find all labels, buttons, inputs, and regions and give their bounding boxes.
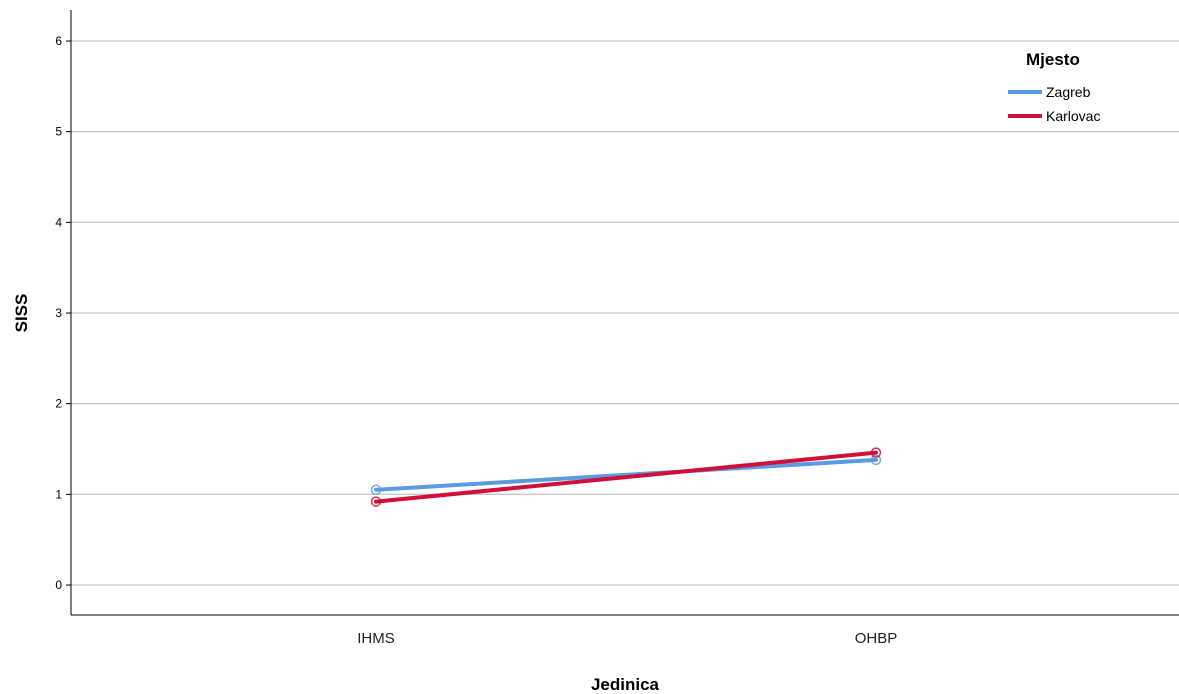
legend-label-zagreb: Zagreb bbox=[1046, 84, 1091, 100]
axes bbox=[70, 10, 1179, 616]
x-tick-label-ohbp: OHBP bbox=[855, 630, 898, 647]
gridlines bbox=[66, 40, 1179, 586]
y-tick-label-4: 4 bbox=[55, 215, 62, 229]
y-tick-label-2: 2 bbox=[55, 397, 62, 411]
y-tick-label-0: 0 bbox=[55, 578, 62, 592]
series-line-zagreb bbox=[374, 457, 878, 492]
series-line-karlovac bbox=[374, 450, 878, 504]
data-point-zagreb-ihms bbox=[370, 484, 382, 496]
x-tick-label-ihms: IHMS bbox=[357, 630, 395, 647]
y-tick-label-6: 6 bbox=[55, 34, 62, 48]
y-tick-label-1: 1 bbox=[55, 487, 62, 501]
data-point-karlovac-ihms bbox=[370, 496, 382, 507]
legend: Mjesto Zagreb Karlovac bbox=[1008, 50, 1100, 124]
legend-title: Mjesto bbox=[1026, 50, 1080, 69]
y-tick-label-3: 3 bbox=[55, 306, 62, 320]
series-lines bbox=[370, 447, 882, 507]
data-point-zagreb-ohbp bbox=[870, 454, 882, 466]
y-tick-labels: 0 1 2 3 4 5 6 bbox=[55, 34, 62, 592]
legend-label-karlovac: Karlovac bbox=[1046, 108, 1100, 124]
x-tick-labels: IHMS OHBP bbox=[357, 630, 897, 647]
data-point-karlovac-ohbp bbox=[870, 447, 882, 458]
x-axis-title: Jedinica bbox=[591, 675, 660, 694]
y-axis-title: SISS bbox=[12, 294, 31, 333]
y-tick-label-5: 5 bbox=[55, 125, 62, 139]
